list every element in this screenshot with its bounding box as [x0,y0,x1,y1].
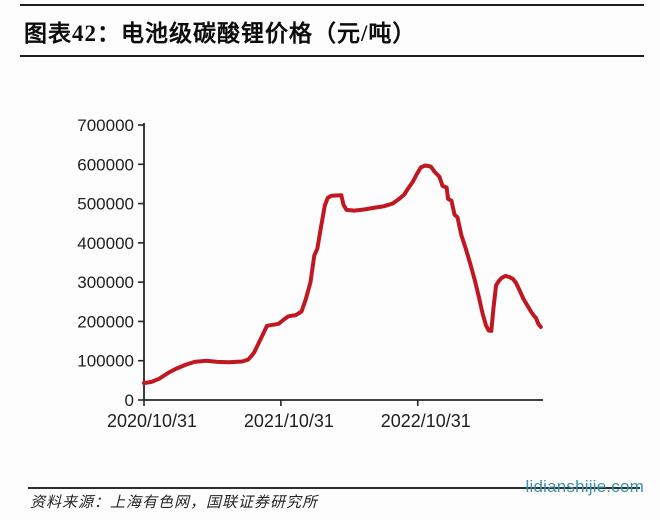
y-tick-label: 300000 [77,273,134,292]
y-tick-label: 700000 [77,116,134,135]
figure-title: 图表42：电池级碳酸锂价格（元/吨） [24,21,417,46]
watermark-text: lidianshijie.com [525,477,644,496]
y-tick-label: 600000 [77,155,134,174]
y-tick-label: 400000 [77,234,134,253]
x-tick-label: 2022/10/31 [381,411,471,431]
y-tick-label: 200000 [77,312,134,331]
x-tick-label: 2020/10/31 [107,411,197,431]
y-tick-label: 0 [125,391,134,410]
footer-rule [28,487,640,489]
x-tick-label: 2021/10/31 [244,411,334,431]
top-rule [20,4,644,6]
price-line [142,163,543,386]
y-tick-label: 500000 [77,195,134,214]
source-note: 资料来源：上海有色网，国联证券研究所 [30,495,319,511]
y-tick-label: 100000 [77,352,134,371]
title-underline-rule [20,55,644,57]
